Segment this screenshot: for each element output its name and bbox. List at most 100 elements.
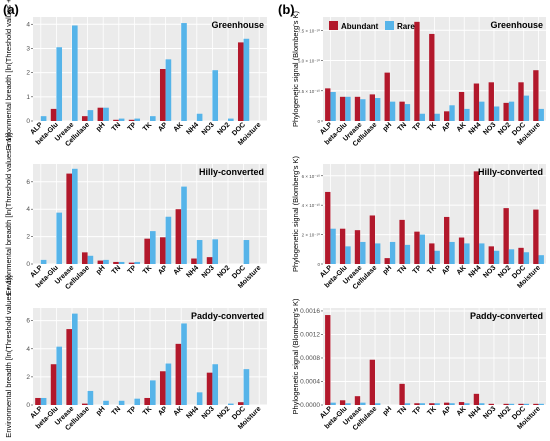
- x-tick-label: NO2: [216, 264, 231, 279]
- bar-abundant-tp: [414, 21, 420, 121]
- bar-abundant-urease: [66, 173, 72, 264]
- bar-abundant-cellulase: [81, 403, 88, 405]
- bar-rare-ph: [103, 107, 109, 121]
- bar-abundant-doc: [518, 403, 524, 405]
- x-tick-label: AP: [157, 405, 169, 417]
- x-tick-label: TK: [426, 264, 438, 276]
- bar-rare-beta-glu: [56, 346, 63, 405]
- y-axis-label: Phylogenetic signal (Blomberg's K): [291, 298, 300, 415]
- bar-rare-alp: [330, 402, 336, 405]
- bar-abundant-cellulase: [81, 252, 88, 264]
- bar-rare-tn: [404, 244, 411, 264]
- bar-rare-beta-glu: [56, 47, 63, 121]
- bar-rare-ap: [449, 403, 455, 405]
- y-tick-label: 4: [26, 206, 30, 213]
- bar-abundant-urease: [354, 396, 361, 405]
- bar-abundant-doc: [518, 247, 524, 264]
- y-tick-label: 0: [317, 262, 320, 267]
- chart-4: 02 × 10⁻¹⁰4 × 10⁻¹⁰6 × 10⁻¹⁰ALPbeta-GluU…: [291, 155, 546, 291]
- bar-rare-cellulase: [375, 243, 381, 264]
- bar-abundant-doc: [237, 42, 244, 121]
- y-tick-label: 6 × 10⁻¹⁰: [302, 174, 321, 179]
- x-tick-label: pH: [382, 405, 394, 417]
- bar-rare-cellulase: [375, 403, 381, 405]
- bar-abundant-nh4: [473, 171, 480, 264]
- y-tick-label: 6: [26, 318, 30, 325]
- bar-rare-tk: [434, 113, 440, 121]
- legend-label-rare: Rare: [397, 22, 415, 31]
- x-tick-label: AP: [157, 121, 169, 133]
- bar-abundant-moisture: [533, 70, 539, 121]
- x-tick-label: AK: [173, 264, 185, 276]
- x-tick-label: TP: [127, 264, 139, 276]
- bar-rare-alp: [40, 116, 47, 121]
- bar-abundant-ak: [458, 402, 465, 405]
- bar-abundant-ap: [444, 402, 450, 405]
- bar-abundant-doc: [237, 402, 244, 405]
- bar-rare-doc: [523, 403, 530, 405]
- bar-abundant-nh4: [473, 393, 480, 405]
- bar-rare-nh4: [479, 403, 485, 405]
- x-tick-label: TK: [142, 405, 154, 417]
- bar-abundant-urease: [354, 96, 361, 121]
- bar-abundant-beta-glu: [339, 96, 346, 121]
- bar-abundant-ap: [159, 69, 166, 121]
- x-tick-label: NH4: [185, 121, 200, 136]
- x-tick-label: TP: [127, 121, 139, 133]
- bar-rare-doc: [243, 38, 250, 121]
- x-tick-label: AK: [456, 264, 468, 276]
- bar-rare-tn: [404, 104, 411, 121]
- panel-label-a: (a): [3, 2, 19, 17]
- bar-abundant-beta-glu: [50, 108, 57, 121]
- bar-rare-cellulase: [87, 390, 94, 405]
- x-tick-label: TN: [397, 121, 409, 133]
- bar-rare-moisture: [538, 403, 544, 405]
- bar-abundant-no2: [503, 208, 509, 264]
- bar-abundant-cellulase: [369, 215, 376, 264]
- bar-rare-beta-glu: [56, 212, 63, 264]
- x-tick-label: NO3: [482, 121, 497, 136]
- bar-abundant-tp: [128, 262, 135, 264]
- bar-rare-doc: [523, 252, 530, 264]
- y-tick-label: 2: [26, 234, 30, 241]
- x-tick-label: AP: [441, 405, 453, 417]
- bar-abundant-ap: [444, 216, 450, 264]
- bar-abundant-alp: [325, 315, 331, 405]
- x-tick-label: TN: [397, 405, 409, 417]
- bar-rare-no3: [212, 70, 219, 121]
- x-tick-label: pH: [95, 264, 107, 276]
- bar-rare-beta-glu: [345, 403, 351, 405]
- y-tick-label: 0.0016: [300, 308, 320, 315]
- y-tick-label: 0: [26, 402, 30, 409]
- bar-abundant-no2: [503, 102, 509, 121]
- bar-rare-tn: [118, 118, 125, 121]
- bar-rare-tp: [134, 118, 141, 121]
- bar-abundant-no3: [206, 372, 213, 405]
- y-tick-label: 0: [317, 119, 320, 124]
- bar-abundant-beta-glu: [50, 364, 57, 405]
- bar-rare-tk: [150, 116, 156, 121]
- x-tick-label: TN: [111, 121, 123, 133]
- y-tick-label: 2: [26, 374, 30, 381]
- bar-rare-tp: [419, 234, 425, 264]
- bar-abundant-tp: [128, 119, 135, 121]
- bar-abundant-tk: [144, 397, 150, 405]
- bar-abundant-cellulase: [81, 116, 88, 121]
- bar-abundant-beta-glu: [339, 228, 346, 264]
- bar-rare-alp: [330, 228, 336, 264]
- chart-title: Paddy-converted: [191, 311, 264, 321]
- bar-rare-ap: [165, 216, 172, 264]
- legend: Abundant Rare: [329, 21, 415, 31]
- panel-label-b: (b): [278, 2, 295, 17]
- bar-rare-tn: [118, 261, 125, 264]
- bar-abundant-nh4: [473, 83, 480, 121]
- bar-abundant-ak: [458, 91, 465, 121]
- x-tick-label: TP: [412, 405, 424, 417]
- y-tick-label: 6: [26, 179, 30, 186]
- bar-rare-ak: [464, 108, 470, 121]
- bar-rare-moisture: [538, 255, 544, 264]
